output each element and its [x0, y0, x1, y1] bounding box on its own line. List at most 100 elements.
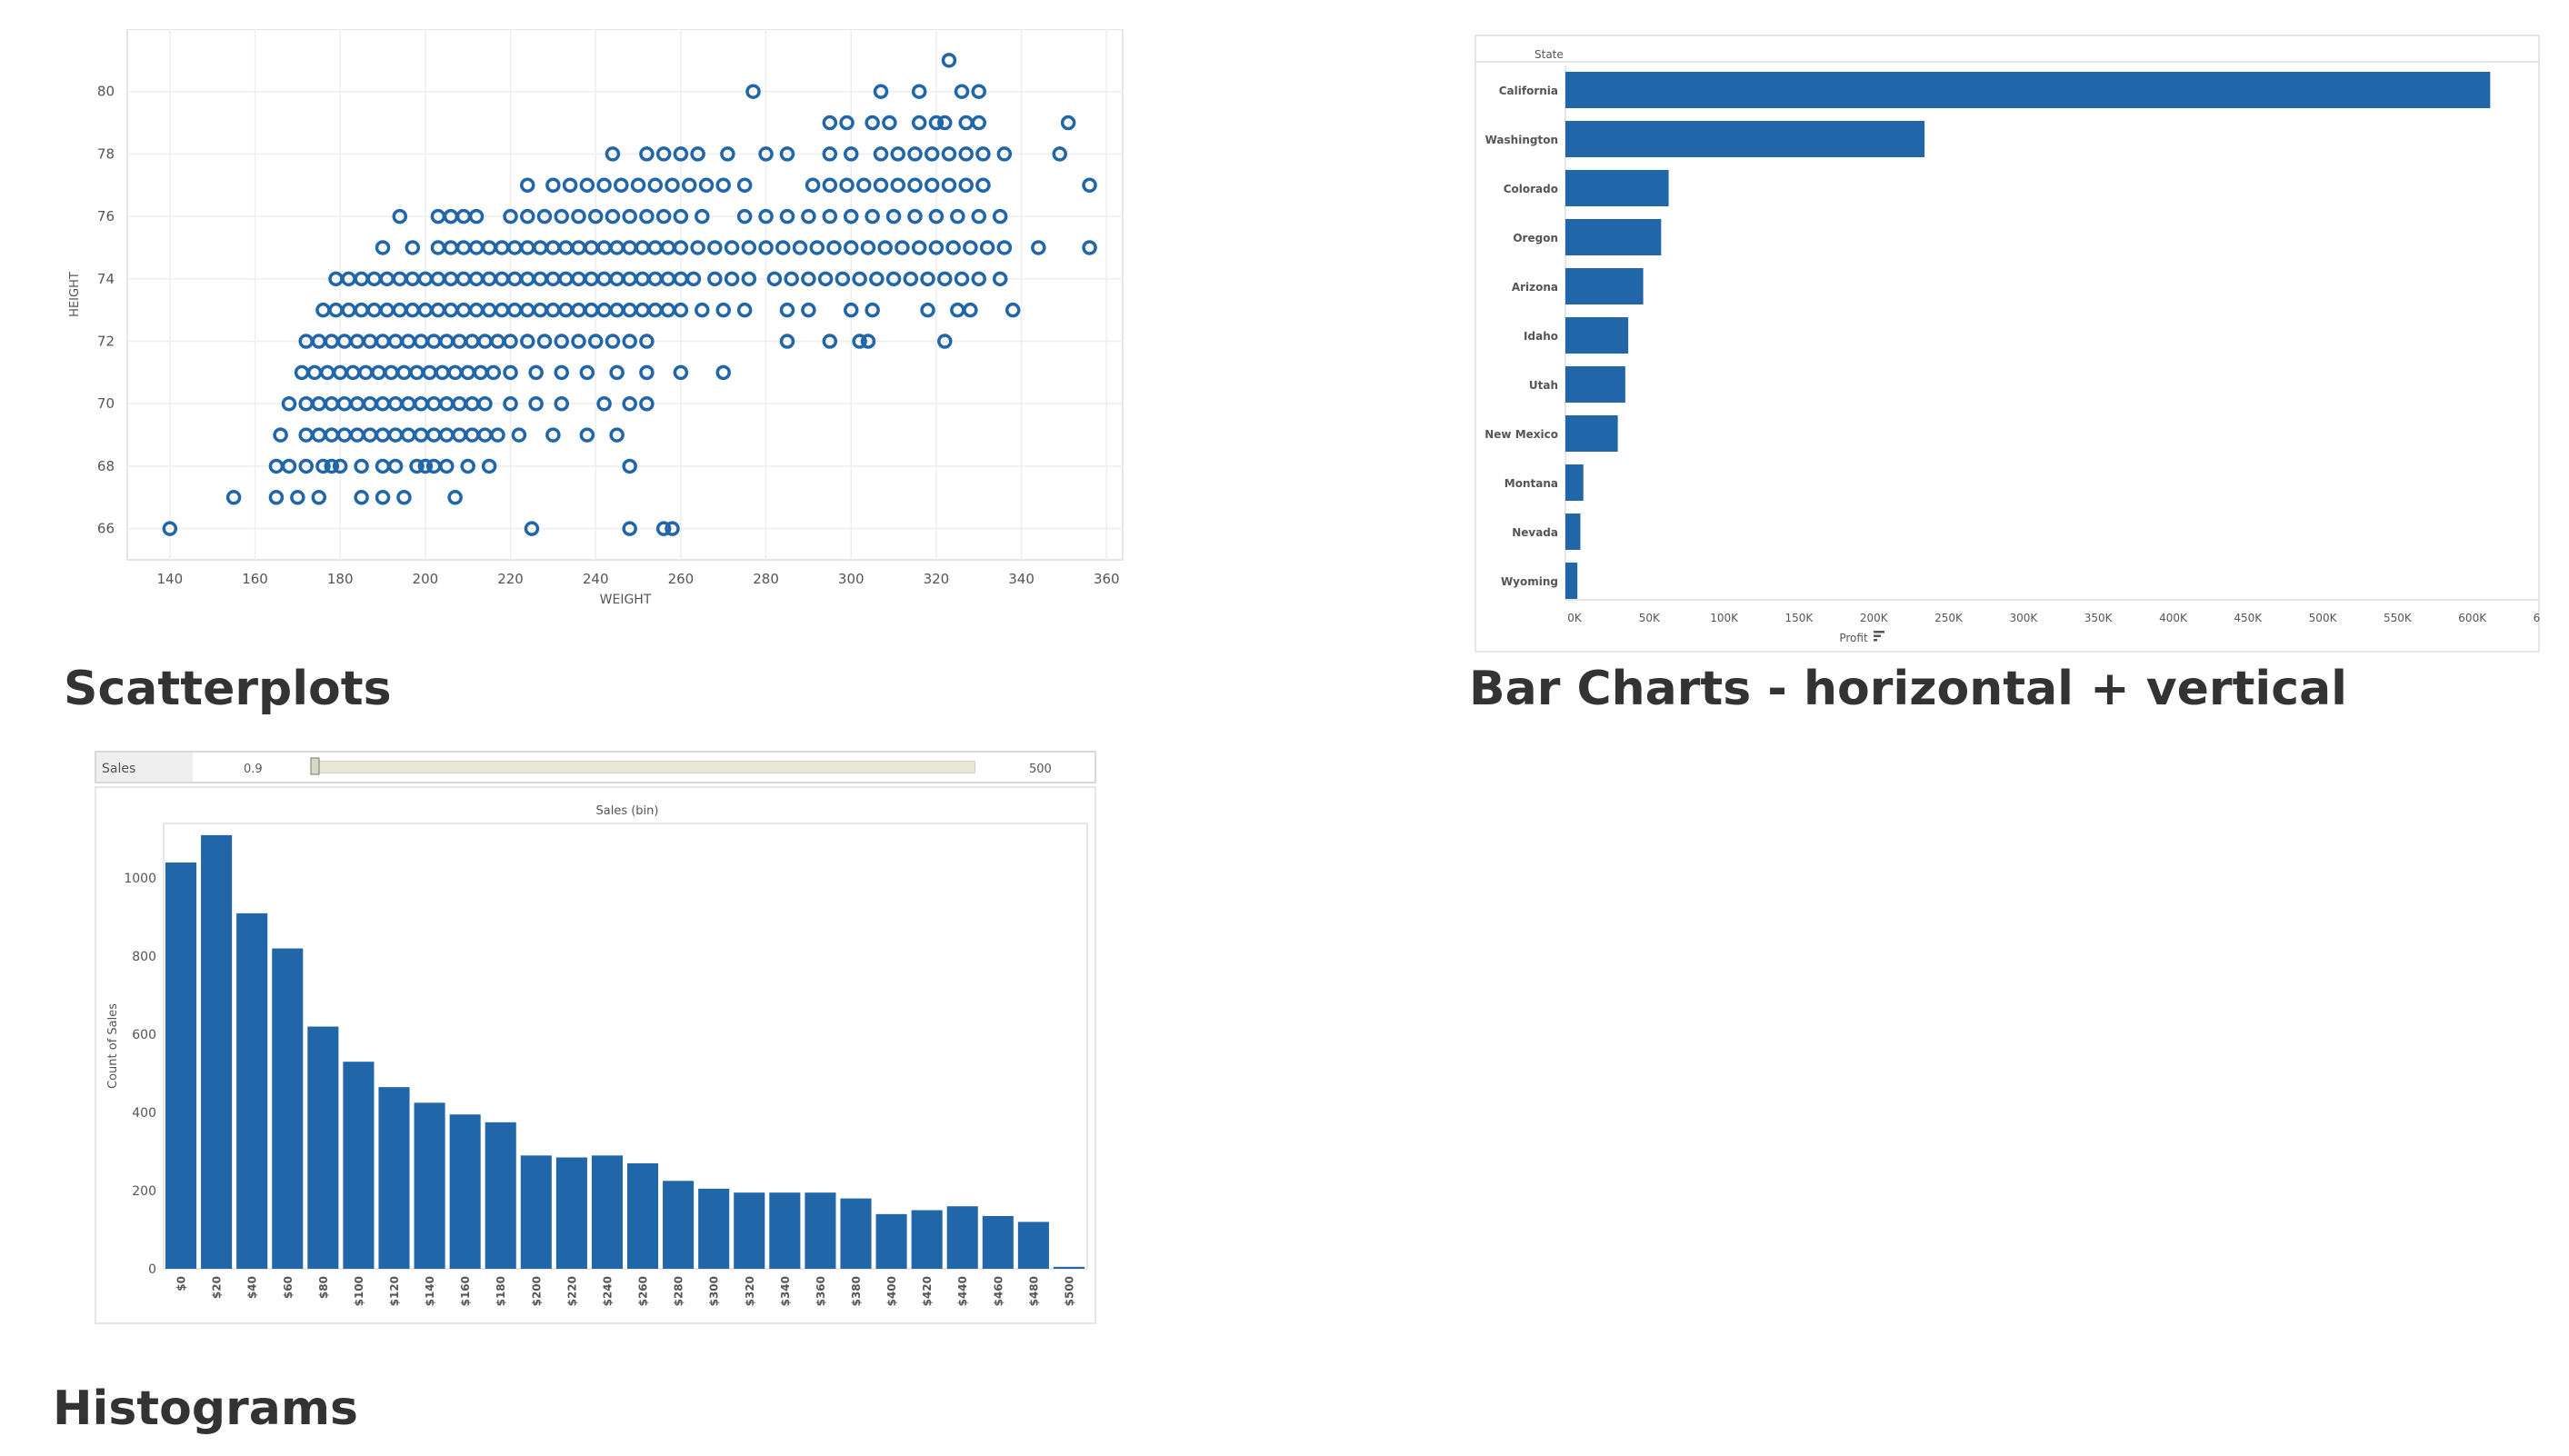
histogram-bar	[449, 1114, 481, 1269]
scatter-point	[647, 177, 664, 194]
scatter-point	[162, 521, 178, 536]
state-label: Washington	[1485, 134, 1558, 146]
scatter-point	[439, 458, 455, 474]
scatter-point	[779, 334, 795, 349]
state-label: Montana	[1504, 477, 1558, 490]
sort-icon[interactable]	[1874, 631, 1884, 642]
x-tick-label: $20	[211, 1276, 224, 1299]
x-tick-label: 320	[924, 571, 950, 587]
scatterplots-heading: Scatterplots	[64, 662, 392, 716]
scatter-point	[587, 334, 604, 349]
scatter-point	[520, 208, 535, 224]
scatter-point	[920, 302, 935, 318]
x-tick-label: $100	[353, 1276, 365, 1306]
filter-max-value: 500	[1029, 763, 1052, 776]
scatter-point	[843, 302, 859, 318]
x-tick-label: 0K	[1567, 612, 1583, 624]
scatter-point	[907, 208, 923, 224]
histogram-bar	[698, 1188, 730, 1269]
x-tick-label: $80	[317, 1276, 330, 1299]
histogram-bar	[165, 862, 197, 1269]
scatter-point	[639, 395, 655, 412]
x-axis-label: WEIGHT	[600, 593, 652, 607]
scatter-point	[1082, 240, 1097, 255]
scatter-point	[869, 271, 885, 287]
x-tick-label: $340	[779, 1276, 792, 1306]
scatter-point	[375, 240, 391, 255]
scatter-point	[860, 334, 876, 349]
scatter-point	[1052, 146, 1067, 162]
scatter-point	[554, 395, 569, 412]
scatter-point	[895, 240, 910, 255]
scatter-point	[225, 490, 242, 505]
y-tick-label: 74	[97, 271, 115, 287]
filter-label-cell	[96, 753, 193, 782]
scatter-point	[741, 271, 757, 287]
scatter-point	[490, 427, 505, 443]
scatter-point	[920, 271, 935, 287]
x-tick-label: $500	[1063, 1276, 1075, 1306]
scatter-point	[715, 302, 731, 318]
scatter-point	[937, 334, 953, 349]
scatter-point	[992, 271, 1008, 287]
scatter-point	[937, 115, 953, 131]
scatter-point	[924, 146, 940, 162]
scatter-point	[324, 458, 340, 474]
state-label: California	[1499, 85, 1558, 97]
histogram-panel: Sales 0.9 500 Sales (bin) 0 200 400 600 800 1000 C…	[95, 751, 1096, 1325]
scatter-point	[758, 146, 774, 162]
scatter-point	[311, 490, 327, 505]
histogram-bar	[840, 1198, 872, 1269]
scatter-point	[571, 334, 586, 349]
x-tick-label: 50K	[1639, 612, 1661, 624]
y-axis-label: HEIGHT	[68, 272, 82, 317]
y-tick-label: 1000	[124, 872, 156, 886]
x-tick-label: $440	[956, 1276, 969, 1306]
histogram-bar	[591, 1155, 623, 1269]
x-tick-label: 400K	[2159, 612, 2188, 624]
scatter-point	[605, 146, 621, 162]
scatter-point	[779, 208, 795, 224]
x-tick-label: 200K	[1860, 612, 1889, 624]
scatter-point	[562, 177, 578, 194]
scatter-point	[460, 458, 475, 474]
scatter-point	[520, 334, 535, 349]
y-tick-label: 800	[132, 950, 156, 964]
histogram-bar	[307, 1026, 339, 1269]
scatter-point	[928, 115, 945, 131]
x-tick-label: $480	[1027, 1276, 1040, 1306]
scatter-point	[941, 177, 957, 194]
scatter-point	[996, 146, 1013, 162]
profit-bar	[1565, 268, 1644, 304]
scatter-point	[554, 208, 569, 224]
scatter-point	[736, 302, 753, 318]
scatter-point	[273, 427, 288, 443]
state-label: Oregon	[1513, 232, 1558, 244]
x-tick-label: $180	[495, 1276, 507, 1306]
scatter-point	[1005, 302, 1021, 318]
profit-bar-chart: State California Washington Colorado Oregon A…	[1474, 35, 2540, 653]
scatter-point	[971, 115, 987, 131]
scatter-point	[545, 427, 561, 443]
scatter-point	[622, 521, 637, 536]
x-tick-label: $320	[744, 1276, 756, 1306]
scatter-point	[503, 208, 518, 224]
scatter-point	[890, 177, 906, 194]
profit-bar	[1565, 563, 1578, 599]
scatter-point	[941, 53, 957, 68]
scatter-point	[928, 208, 945, 224]
scatter-point	[758, 240, 774, 255]
scatter-point	[477, 395, 493, 412]
scatter-point	[775, 240, 791, 255]
histogram-bar	[982, 1215, 1014, 1269]
scatter-point	[822, 208, 838, 224]
x-tick-label: $380	[850, 1276, 863, 1306]
histogram-bar	[1053, 1266, 1085, 1269]
scatter-point	[843, 240, 859, 255]
range-slider-handle[interactable]	[310, 757, 320, 775]
scatter-point	[596, 177, 612, 194]
scatter-point	[945, 240, 961, 255]
scatter-point	[890, 146, 906, 162]
scatter-point	[605, 208, 621, 224]
scatter-point	[503, 395, 518, 412]
